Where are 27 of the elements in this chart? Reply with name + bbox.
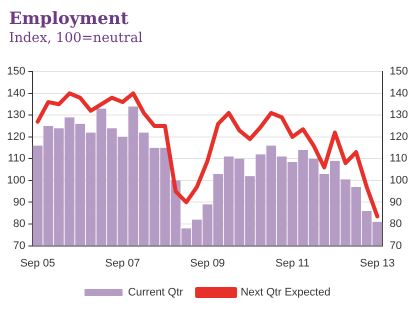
y2-tick-label: 110 [390,152,408,165]
legend-label: Current Qtr [128,286,184,299]
x-tick-label: Sep 09 [190,257,225,270]
y-tick-label: 110 [8,152,26,165]
y2-tick-label: 140 [390,87,408,100]
y-tick-label: 80 [13,218,26,230]
y2-tick-label: 130 [390,109,408,122]
x-tick-label: Sep 07 [105,257,140,270]
chart-title: Employment [9,9,129,29]
y2-tick-label: 100 [390,174,408,187]
y-tick-label: 100 [6,174,26,187]
y-tick-label: 150 [6,66,26,78]
y2-tick-label: 150 [390,66,408,78]
y2-tick-label: 90 [390,196,402,208]
y-tick-label: 130 [6,109,26,122]
y-tick-label: 90 [13,196,26,208]
x-tick-label: Sep 05 [20,257,56,270]
legend-label: Next Qtr Expected [240,286,330,299]
y2-tick-label: 70 [390,240,402,252]
y2-tick-label: 80 [390,218,402,230]
y2-tick-label: 120 [390,130,408,143]
chart-subtitle: Index, 100=neutral [9,30,143,46]
x-tick-label: Sep 11 [275,257,310,270]
y-tick-label: 120 [6,130,26,143]
y-tick-label: 140 [6,87,26,100]
x-tick-label: Sep 13 [360,257,395,270]
y-tick-label: 70 [13,240,26,252]
